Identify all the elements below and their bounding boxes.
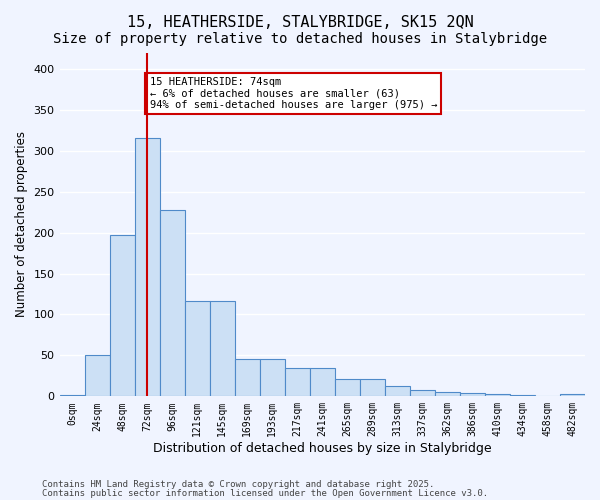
Bar xyxy=(134,138,160,396)
Bar xyxy=(510,394,535,396)
Bar xyxy=(209,302,235,396)
Bar xyxy=(385,386,410,396)
Bar xyxy=(59,394,85,396)
Bar xyxy=(335,379,360,396)
Bar xyxy=(160,210,185,396)
Bar xyxy=(85,354,110,397)
Bar xyxy=(235,360,260,397)
Bar xyxy=(360,379,385,396)
Text: Contains public sector information licensed under the Open Government Licence v3: Contains public sector information licen… xyxy=(42,488,488,498)
Bar xyxy=(310,368,335,396)
Text: Size of property relative to detached houses in Stalybridge: Size of property relative to detached ho… xyxy=(53,32,547,46)
Bar xyxy=(485,394,510,396)
Bar xyxy=(435,392,460,396)
X-axis label: Distribution of detached houses by size in Stalybridge: Distribution of detached houses by size … xyxy=(153,442,491,455)
Bar xyxy=(560,394,585,396)
Bar xyxy=(185,302,209,396)
Bar xyxy=(410,390,435,396)
Text: Contains HM Land Registry data © Crown copyright and database right 2025.: Contains HM Land Registry data © Crown c… xyxy=(42,480,434,489)
Y-axis label: Number of detached properties: Number of detached properties xyxy=(15,132,28,318)
Bar xyxy=(460,393,485,396)
Text: 15, HEATHERSIDE, STALYBRIDGE, SK15 2QN: 15, HEATHERSIDE, STALYBRIDGE, SK15 2QN xyxy=(127,15,473,30)
Bar xyxy=(260,360,285,397)
Text: 15 HEATHERSIDE: 74sqm
← 6% of detached houses are smaller (63)
94% of semi-detac: 15 HEATHERSIDE: 74sqm ← 6% of detached h… xyxy=(149,77,437,110)
Bar xyxy=(110,235,134,396)
Bar xyxy=(285,368,310,396)
